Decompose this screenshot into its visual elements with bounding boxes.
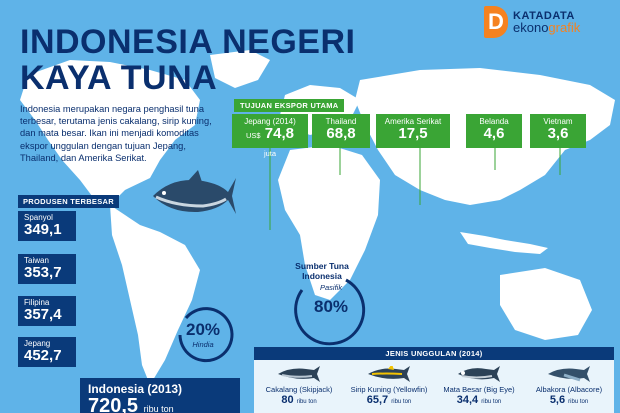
export-value: US$ 74,8 juta: [238, 126, 302, 162]
export-country: Amerika Serikat: [384, 117, 442, 126]
pacific-arc: [294, 278, 366, 346]
species-item: Albakora (Albacore) 5,6 ribu ton: [525, 366, 613, 406]
species-unit: ribu ton: [481, 399, 502, 405]
bigeye-icon: [458, 366, 500, 382]
indonesia-label: Indonesia (2013): [88, 382, 183, 396]
title-line2: KAYA TUNA: [20, 59, 218, 97]
export-value: 4,6: [483, 125, 505, 142]
landmass-indonesia: [460, 232, 548, 254]
export-value: 17,5: [398, 125, 428, 142]
species-name: Cakalang (Skipjack): [265, 385, 333, 394]
producer-box-jepang: Jepang 452,7: [18, 337, 76, 367]
landmass-africa: [278, 145, 380, 300]
export-heading: TUJUAN EKSPOR UTAMA: [234, 99, 345, 112]
katadata-logo: D KATADATA ekonografik: [484, 6, 580, 38]
producer-value: 357,4: [24, 306, 62, 323]
species-item: Mata Besar (Big Eye) 34,4 ribu ton: [435, 366, 523, 406]
pacific-percent: 80%: [314, 297, 349, 316]
landmass-north-america: [20, 60, 200, 205]
tuna-illustration: [153, 170, 236, 214]
export-box-vietnam: Vietnam 3,6: [530, 114, 586, 148]
species-number: 34,4: [456, 394, 479, 406]
species-number: 65,7: [366, 394, 389, 406]
export-country: Vietnam: [543, 117, 573, 126]
sources-heading: Sumber Tuna Indonesia: [295, 261, 349, 281]
indonesia-value: 720,5 ribu ton: [88, 396, 232, 413]
indonesia-unit: ribu ton: [143, 404, 174, 413]
logo-line2: ekonografik: [513, 20, 581, 35]
export-country: Belanda: [479, 117, 509, 126]
landmass-south-america: [110, 205, 200, 385]
albacore-icon: [548, 366, 590, 382]
landmass-australia: [500, 268, 592, 340]
logo-mark: D: [484, 6, 508, 38]
indonesia-producer-box: Indonesia (2013) 720,5 ribu ton: [80, 378, 240, 413]
producer-value: 353,7: [24, 264, 62, 281]
producer-country: Taiwan: [24, 256, 49, 265]
species-value: 5,6 ribu ton: [525, 394, 613, 406]
species-value: 34,4 ribu ton: [435, 394, 523, 406]
hindia-percent: 20%: [185, 320, 221, 339]
species-name: Sirip Kuning (Yellowfin): [350, 385, 428, 394]
producer-country: Spanyol: [24, 213, 53, 222]
species-panel: JENIS UNGGULAN (2014) Cakalang (Skipjack…: [254, 347, 614, 413]
indonesia-number: 720,5: [88, 395, 139, 413]
logo-line2-b: grafik: [548, 20, 581, 35]
export-currency: US$: [246, 131, 261, 140]
landmass-greenland: [210, 50, 270, 88]
species-number: 5,6: [549, 394, 566, 406]
producer-box-spanyol: Spanyol 349,1: [18, 211, 76, 241]
species-item: Sirip Kuning (Yellowfin) 65,7 ribu ton: [345, 366, 433, 406]
species-name: Albakora (Albacore): [535, 385, 603, 394]
export-unit: juta: [263, 149, 277, 158]
species-name: Mata Besar (Big Eye): [443, 385, 515, 394]
export-box-belanda: Belanda 4,6: [466, 114, 522, 148]
export-connector-lines: [269, 148, 561, 230]
export-box-amerika: Amerika Serikat 17,5: [376, 114, 450, 148]
export-box-thailand: Thailand 68,8: [312, 114, 370, 148]
export-value: 68,8: [326, 125, 356, 142]
producer-country: Jepang: [24, 339, 51, 348]
producer-box-filipina: Filipina 357,4: [18, 296, 76, 326]
skipjack-icon: [278, 366, 320, 382]
producer-box-taiwan: Taiwan 353,7: [18, 254, 76, 284]
export-number: 74,8: [264, 125, 294, 142]
yellowfin-icon: [368, 366, 410, 382]
species-unit: ribu ton: [391, 399, 412, 405]
species-value: 65,7 ribu ton: [345, 394, 433, 406]
species-unit: ribu ton: [296, 399, 317, 405]
logo-line2-a: ekono: [513, 20, 549, 35]
hindia-arc: [178, 307, 234, 363]
export-box-jepang: Jepang (2014) US$ 74,8 juta: [232, 114, 308, 158]
species-unit: ribu ton: [568, 399, 589, 405]
export-value: 3,6: [547, 125, 569, 142]
producer-value: 452,7: [24, 347, 62, 364]
producers-heading: PRODUSEN TERBESAR: [18, 195, 119, 208]
producer-country: Filipina: [24, 298, 50, 307]
export-country: Jepang (2014): [244, 117, 296, 126]
pacific-label: Pasifik: [320, 283, 343, 292]
producer-value: 349,1: [24, 221, 62, 238]
hindia-label: Hindia: [192, 340, 214, 349]
species-item: Cakalang (Skipjack) 80 ribu ton: [255, 366, 343, 406]
page-title: INDONESIA NEGERI KAYA TUNA: [20, 24, 355, 96]
intro-text: Indonesia merupakan negara penghasil tun…: [20, 104, 212, 163]
species-heading: JENIS UNGGULAN (2014): [254, 347, 614, 360]
export-country: Thailand: [325, 117, 357, 126]
hindia-source: 20% Hindia: [176, 312, 230, 366]
species-value: 80 ribu ton: [255, 394, 343, 406]
title-line1: INDONESIA NEGERI: [20, 23, 356, 61]
species-number: 80: [281, 394, 294, 406]
logo-line1: KATADATA: [513, 10, 575, 22]
